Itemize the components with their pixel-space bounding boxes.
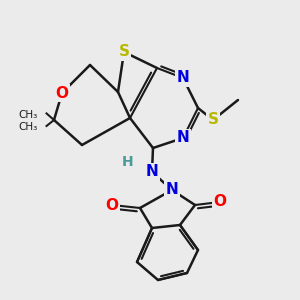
Text: H: H <box>122 155 134 169</box>
Text: CH₃: CH₃ <box>18 110 38 120</box>
Text: O: O <box>106 197 118 212</box>
Text: O: O <box>214 194 226 209</box>
Text: O: O <box>56 85 68 100</box>
Text: S: S <box>118 44 130 59</box>
Text: N: N <box>146 164 158 179</box>
Text: S: S <box>208 112 218 128</box>
Text: CH₃: CH₃ <box>18 122 38 132</box>
Text: N: N <box>166 182 178 197</box>
Text: N: N <box>177 130 189 146</box>
Text: N: N <box>177 70 189 86</box>
